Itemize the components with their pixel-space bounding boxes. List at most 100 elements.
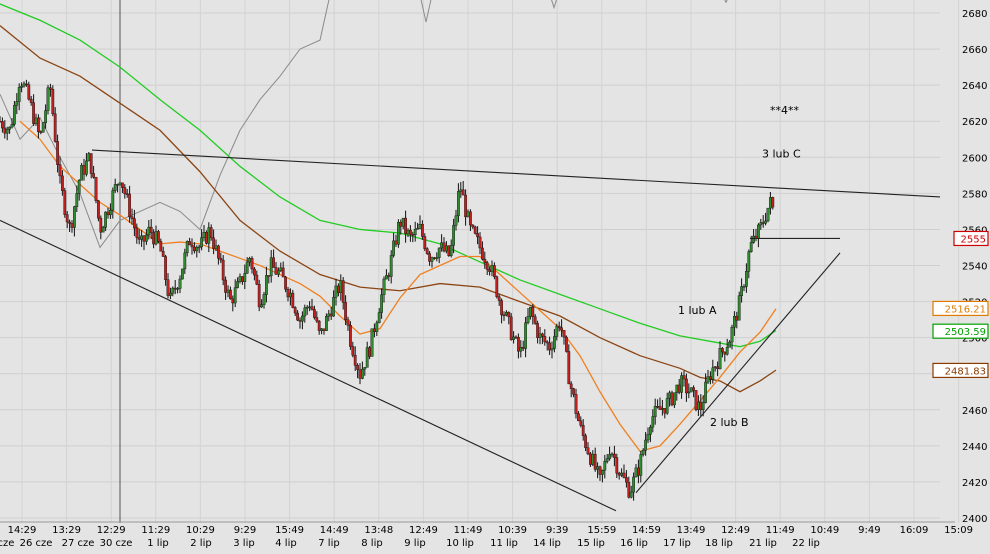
candle-body	[353, 354, 357, 366]
candle-body	[262, 294, 266, 305]
candle-body	[656, 406, 660, 408]
candle-body	[118, 182, 122, 185]
candle-body	[661, 408, 664, 410]
candle-body	[238, 276, 242, 282]
candle-body	[202, 232, 206, 238]
candle-body	[509, 316, 513, 340]
candle-body	[629, 491, 633, 498]
candle-body	[27, 84, 31, 100]
x-time-label: 12:49	[409, 525, 438, 536]
candle-body	[704, 381, 708, 403]
grid	[0, 0, 960, 523]
trendline-resistance	[91, 149, 941, 198]
candle-body	[675, 384, 679, 393]
price-badges: 2555 2516.21 2503.59 2481.83	[932, 230, 989, 379]
candle-body	[531, 306, 535, 317]
candle-body	[613, 453, 616, 458]
x-time-label: 14:29	[8, 525, 37, 536]
x-date-label: 30 cze	[100, 538, 133, 549]
candle-body	[185, 241, 189, 254]
candle-body	[130, 216, 134, 219]
x-date-label: 14 lip	[533, 538, 561, 549]
x-date-label: 21 lip	[749, 538, 777, 549]
x-date-label: 4 lip	[275, 538, 296, 549]
candle-body	[397, 222, 400, 245]
candle-body	[757, 224, 760, 239]
price-badge: 2503.59	[932, 323, 989, 339]
y-tick-label: 2680	[962, 9, 987, 20]
candle-body	[298, 319, 302, 322]
candle-body	[653, 406, 657, 417]
candle-body	[301, 315, 304, 322]
candle-body	[416, 228, 419, 230]
candle-body	[418, 224, 422, 229]
candle-body	[459, 189, 463, 192]
candle-body	[46, 87, 50, 111]
candle-body	[77, 180, 81, 194]
candle-body	[44, 110, 48, 124]
candle-body	[368, 347, 371, 357]
candle-body	[315, 317, 319, 322]
candle-body	[694, 390, 698, 410]
candle-body	[149, 226, 153, 233]
x-date-label: 11 lip	[490, 538, 518, 549]
x-date-label: 26 cze	[20, 538, 53, 549]
candle-body	[164, 256, 167, 280]
candle-body	[166, 279, 170, 296]
candle-body	[521, 347, 525, 349]
candle-body	[274, 267, 278, 275]
candle-body	[377, 312, 381, 324]
candle-body	[20, 85, 23, 88]
x-time-label: 9:39	[546, 525, 568, 536]
candle-body	[190, 244, 194, 248]
candle-body	[425, 248, 429, 254]
candle-body	[581, 424, 585, 436]
candle-body	[423, 236, 427, 249]
candle-body	[598, 466, 602, 475]
candle-body	[497, 296, 501, 301]
x-time-label: 10:49	[810, 525, 839, 536]
candle-body	[735, 316, 739, 321]
candle-body	[200, 237, 203, 248]
candle-body	[53, 113, 57, 142]
candle-body	[260, 304, 263, 308]
candle-body	[176, 288, 179, 290]
candle-body	[358, 369, 362, 379]
candle-body	[464, 194, 467, 218]
candle-body	[317, 320, 321, 331]
x-time-label: 10:39	[498, 525, 527, 536]
x-time-label: 9:29	[234, 525, 256, 536]
candle-body	[721, 348, 724, 353]
candle-body	[192, 246, 196, 252]
candle-body	[265, 275, 268, 295]
x-time-label: 16:09	[900, 525, 929, 536]
candle-body	[701, 402, 705, 410]
candle-body	[173, 287, 177, 290]
candle-body	[433, 257, 436, 259]
candle-body	[663, 408, 667, 414]
candle-body	[277, 270, 280, 275]
candle-body	[569, 383, 573, 389]
candle-body	[284, 276, 287, 290]
candle-body	[617, 472, 621, 476]
candle-body	[171, 287, 175, 294]
candle-body	[12, 105, 16, 125]
y-tick-label: 2440	[962, 442, 987, 453]
candle-body	[389, 255, 393, 277]
candle-body	[15, 101, 19, 106]
candle-body	[634, 467, 638, 478]
candle-body	[293, 307, 297, 314]
candle-body	[473, 226, 477, 234]
candle-body	[346, 319, 350, 326]
candle-body	[524, 322, 528, 349]
candle-body	[5, 129, 9, 134]
candle-body	[766, 207, 770, 222]
candle-body	[281, 267, 285, 278]
candle-body	[637, 467, 640, 476]
trendline-support-rising	[635, 252, 841, 494]
candle-body	[137, 237, 141, 240]
candle-body	[769, 197, 772, 209]
candle-body	[533, 316, 537, 324]
candle-body	[586, 447, 590, 455]
candle-body	[716, 366, 720, 370]
